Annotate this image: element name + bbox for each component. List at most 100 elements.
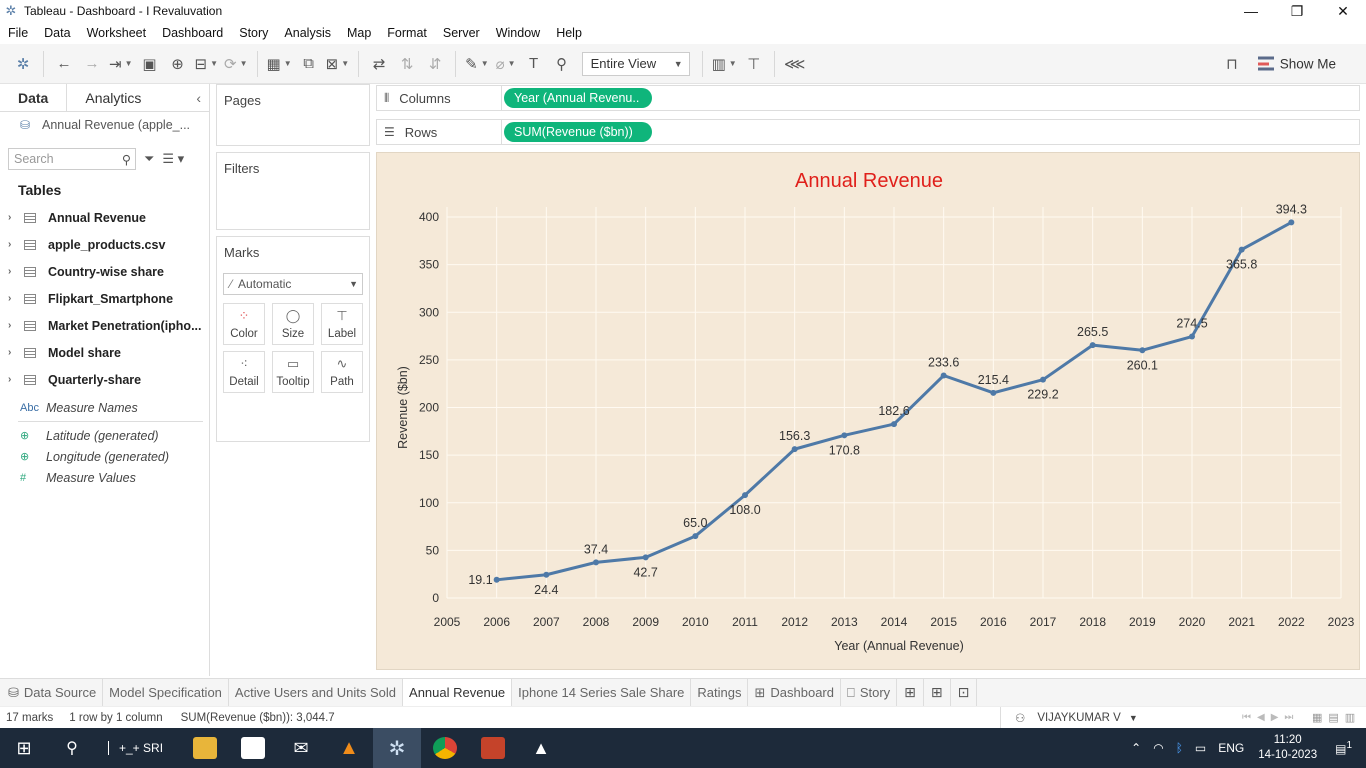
field-item[interactable]: Abc Measure Names bbox=[0, 397, 209, 418]
search-icon[interactable]: ⚲ bbox=[66, 740, 78, 757]
table-item[interactable]: › Quarterly-share bbox=[0, 366, 209, 393]
expand-icon[interactable]: › bbox=[8, 374, 12, 385]
tableau-home-icon[interactable]: ✲ bbox=[16, 55, 30, 73]
tab-annual-revenue[interactable]: Annual Revenue bbox=[403, 678, 513, 707]
tab-dashboard[interactable]: ⊞ Dashboard bbox=[748, 678, 841, 707]
table-item[interactable]: › Country-wise share bbox=[0, 258, 209, 285]
new-story-tab-icon[interactable]: ⊡ bbox=[951, 678, 978, 707]
redo-icon[interactable]: → bbox=[84, 55, 100, 72]
fit-select[interactable]: Entire View ▼ bbox=[581, 51, 690, 76]
tableau-taskbar-icon[interactable]: ✲ bbox=[373, 728, 422, 768]
pause-updates-icon[interactable]: ⊟ ▼ bbox=[194, 55, 219, 73]
expand-icon[interactable]: › bbox=[8, 293, 12, 304]
share-icon[interactable]: ⋘ bbox=[784, 55, 806, 73]
menu-server[interactable]: Server bbox=[442, 26, 480, 40]
menu-window[interactable]: Window bbox=[495, 26, 541, 40]
tab-ratings[interactable]: Ratings bbox=[691, 678, 749, 707]
tab-story[interactable]: ⎕ Story bbox=[841, 678, 898, 707]
menu-dashboard[interactable]: Dashboard bbox=[162, 26, 224, 40]
expand-icon[interactable]: › bbox=[8, 239, 12, 250]
pages-card[interactable]: Pages bbox=[216, 84, 370, 146]
windows-start-icon[interactable]: ⊞ bbox=[16, 737, 32, 758]
filter-icon[interactable]: ⏷ bbox=[144, 151, 155, 166]
menu-file[interactable]: File bbox=[8, 26, 29, 40]
expand-icon[interactable]: › bbox=[8, 212, 12, 223]
file-explorer-icon[interactable] bbox=[181, 728, 229, 768]
tab-data[interactable]: Data bbox=[0, 84, 68, 111]
menu-story[interactable]: Story bbox=[239, 26, 269, 40]
vlc-icon[interactable]: ▲ bbox=[339, 736, 359, 759]
table-item[interactable]: › Model share bbox=[0, 339, 209, 366]
sort-descending-icon[interactable]: ⇵ bbox=[428, 55, 442, 73]
presentation-mode-icon[interactable]: ⊤ bbox=[747, 55, 761, 73]
group-members-icon[interactable]: ⌀ ▼ bbox=[495, 55, 516, 73]
search-input[interactable]: Search ⚲ bbox=[8, 148, 136, 170]
highlight-icon[interactable]: ✎ ▼ bbox=[465, 55, 489, 73]
table-item[interactable]: › Annual Revenue bbox=[0, 204, 209, 231]
swap-rows-columns-icon[interactable]: ⇄ bbox=[372, 55, 386, 73]
detail-button[interactable]: ⁖ Detail bbox=[223, 351, 265, 393]
columns-pill[interactable]: Year (Annual Revenu.. bbox=[504, 88, 652, 108]
tooltip-button[interactable]: ▭ Tooltip bbox=[272, 351, 314, 393]
battery-icon[interactable]: ▭ bbox=[1194, 741, 1207, 755]
expand-icon[interactable]: › bbox=[8, 320, 12, 331]
taskbar-search-text[interactable]: +_+ SRI bbox=[108, 741, 163, 755]
wifi-icon[interactable]: ◠ bbox=[1153, 741, 1164, 755]
show-me-button[interactable]: Show Me bbox=[1257, 56, 1336, 71]
datasource-item[interactable]: ⛁ Annual Revenue (apple_... bbox=[0, 112, 209, 138]
field-item[interactable]: ⊕ Longitude (generated) bbox=[0, 446, 209, 467]
tab-data-source[interactable]: ⛁ Data Source bbox=[0, 678, 104, 707]
tab-analytics[interactable]: Analytics bbox=[85, 90, 142, 106]
restore-icon[interactable]: ❐ bbox=[1290, 2, 1304, 19]
menu-help[interactable]: Help bbox=[556, 26, 582, 40]
user-menu[interactable]: ⚇ VIJAYKUMAR V ▼ bbox=[1000, 706, 1138, 729]
refresh-icon[interactable]: ⟳ ▼ bbox=[224, 55, 248, 73]
rows-pill[interactable]: SUM(Revenue ($bn)) bbox=[504, 122, 652, 142]
table-item[interactable]: › Flipkart_Smartphone bbox=[0, 285, 209, 312]
clock[interactable]: 11:20 14-10-2023 bbox=[1258, 733, 1317, 763]
size-button[interactable]: ◯ Size bbox=[272, 303, 314, 345]
chrome-icon[interactable] bbox=[421, 728, 469, 768]
new-datasource-icon[interactable]: ⊕ bbox=[171, 55, 184, 73]
undo-icon[interactable]: ← bbox=[56, 55, 72, 72]
sheet-view-icons[interactable]: ▦▤▥ bbox=[1312, 712, 1362, 724]
path-button[interactable]: ∿ Path bbox=[321, 351, 363, 393]
expand-icon[interactable]: › bbox=[8, 266, 12, 277]
new-worksheet-icon[interactable]: ▦ ▼ bbox=[266, 55, 292, 73]
tab-model-specification[interactable]: Model Specification bbox=[103, 678, 229, 707]
table-item[interactable]: › Market Penetration(ipho... bbox=[0, 312, 209, 339]
photos-icon[interactable]: ▲ bbox=[532, 737, 550, 758]
new-dashboard-tab-icon[interactable]: ⊞ bbox=[924, 678, 951, 707]
color-button[interactable]: ⁘ Color bbox=[223, 303, 265, 345]
sheet-navigation-icons[interactable]: ⏮◀▶⏭ bbox=[1242, 712, 1300, 723]
expand-icon[interactable]: › bbox=[8, 347, 12, 358]
new-worksheet-tab-icon[interactable]: ⊞ bbox=[897, 678, 924, 707]
mark-type-select[interactable]: ⁄ Automatic ▼ bbox=[223, 273, 363, 295]
minimize-icon[interactable]: — bbox=[1244, 3, 1258, 19]
columns-drop-zone[interactable]: Year (Annual Revenu.. bbox=[502, 85, 1360, 111]
powerpoint-icon[interactable] bbox=[469, 728, 517, 768]
collapse-icon[interactable]: ‹ bbox=[196, 90, 201, 106]
menu-format[interactable]: Format bbox=[387, 26, 427, 40]
language-indicator[interactable]: ENG bbox=[1218, 741, 1245, 755]
menu-map[interactable]: Map bbox=[346, 26, 372, 40]
tab-active-users[interactable]: Active Users and Units Sold bbox=[229, 678, 404, 707]
table-item[interactable]: › apple_products.csv bbox=[0, 231, 209, 258]
chevron-up-icon[interactable]: ⌃ bbox=[1131, 741, 1142, 755]
filters-card[interactable]: Filters bbox=[216, 152, 370, 230]
pin-icon[interactable]: ⊓ bbox=[1226, 55, 1238, 73]
tab-iphone-14-share[interactable]: Iphone 14 Series Sale Share bbox=[512, 678, 692, 707]
save-icon[interactable]: ▣ bbox=[142, 55, 157, 73]
bluetooth-icon[interactable]: ᛒ bbox=[1175, 741, 1183, 755]
field-item[interactable]: # Measure Values bbox=[0, 467, 209, 488]
menu-worksheet[interactable]: Worksheet bbox=[86, 26, 147, 40]
menu-analysis[interactable]: Analysis bbox=[284, 26, 331, 40]
duplicate-sheet-icon[interactable]: ⧉ bbox=[303, 55, 314, 72]
notification-icon[interactable]: ▤1 bbox=[1335, 740, 1352, 756]
mail-icon[interactable]: ✉ bbox=[293, 737, 309, 758]
replay-icon[interactable]: ⇥ ▼ bbox=[109, 55, 133, 73]
close-icon[interactable]: ✕ bbox=[1337, 2, 1349, 19]
viz-canvas[interactable]: Annual Revenue 0 50 100 150 200 250 300 350 400 20… bbox=[376, 152, 1360, 670]
label-button[interactable]: ⊤ Label bbox=[321, 303, 363, 345]
field-item[interactable]: ⊕ Latitude (generated) bbox=[0, 425, 209, 446]
